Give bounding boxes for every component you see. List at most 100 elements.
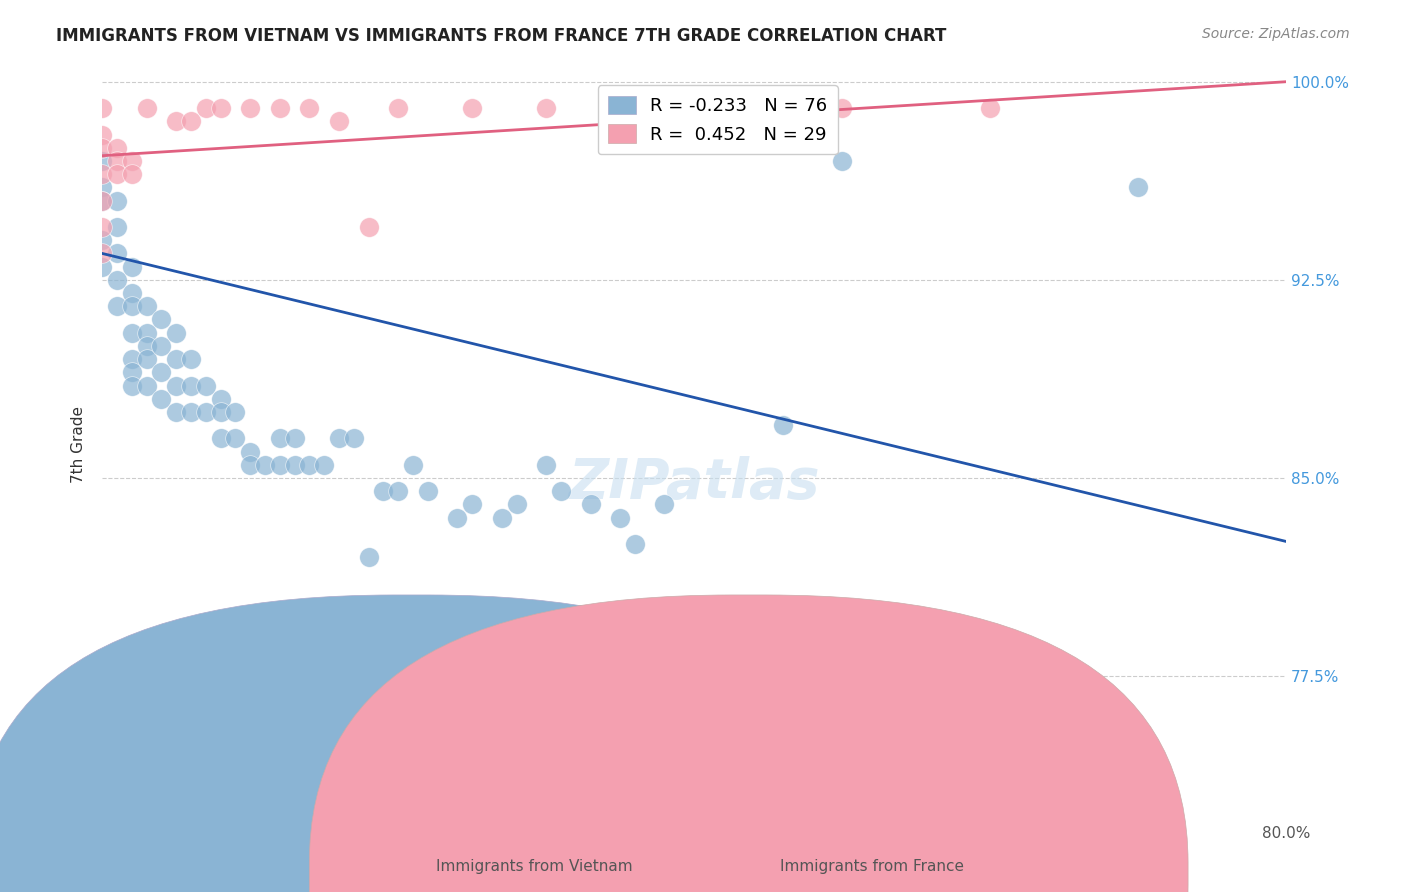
Point bbox=[239, 444, 262, 458]
Point bbox=[180, 405, 202, 419]
Point bbox=[91, 101, 114, 115]
Point bbox=[209, 431, 232, 445]
Point bbox=[121, 326, 143, 340]
Point bbox=[180, 378, 202, 392]
Point bbox=[343, 431, 366, 445]
Point bbox=[91, 153, 114, 168]
Point bbox=[105, 141, 128, 155]
Point bbox=[180, 114, 202, 128]
Text: IMMIGRANTS FROM VIETNAM VS IMMIGRANTS FROM FRANCE 7TH GRADE CORRELATION CHART: IMMIGRANTS FROM VIETNAM VS IMMIGRANTS FR… bbox=[56, 27, 946, 45]
Point bbox=[91, 180, 114, 194]
Point bbox=[239, 101, 262, 115]
Point bbox=[121, 153, 143, 168]
Point bbox=[609, 101, 631, 115]
Point bbox=[1053, 669, 1076, 683]
Point bbox=[150, 339, 173, 353]
Point bbox=[209, 405, 232, 419]
Point bbox=[105, 273, 128, 287]
Point bbox=[180, 352, 202, 367]
Point bbox=[91, 194, 114, 208]
Point bbox=[165, 114, 187, 128]
Point bbox=[831, 153, 853, 168]
Point bbox=[298, 458, 321, 472]
Point bbox=[269, 458, 291, 472]
Point bbox=[373, 484, 395, 499]
Point bbox=[534, 458, 557, 472]
Point bbox=[905, 682, 928, 697]
Point bbox=[91, 260, 114, 274]
Point bbox=[402, 458, 425, 472]
Point bbox=[105, 246, 128, 260]
Point bbox=[224, 431, 246, 445]
Point bbox=[979, 101, 1001, 115]
Point bbox=[135, 326, 157, 340]
Point bbox=[284, 458, 307, 472]
Point bbox=[121, 260, 143, 274]
Point bbox=[121, 286, 143, 301]
Point bbox=[165, 378, 187, 392]
Point bbox=[165, 326, 187, 340]
Point bbox=[284, 431, 307, 445]
Point bbox=[269, 431, 291, 445]
Point bbox=[121, 378, 143, 392]
Point bbox=[91, 233, 114, 247]
Text: ZIPatlas: ZIPatlas bbox=[568, 456, 820, 509]
Point bbox=[357, 550, 380, 565]
Point bbox=[91, 246, 114, 260]
Point bbox=[194, 405, 217, 419]
Text: Source: ZipAtlas.com: Source: ZipAtlas.com bbox=[1202, 27, 1350, 41]
Point bbox=[209, 101, 232, 115]
Point bbox=[742, 788, 765, 802]
Text: Immigrants from France: Immigrants from France bbox=[780, 859, 963, 874]
Point bbox=[135, 101, 157, 115]
Point bbox=[387, 101, 409, 115]
Point bbox=[979, 656, 1001, 670]
Point bbox=[683, 101, 706, 115]
Point bbox=[105, 167, 128, 181]
Point bbox=[772, 418, 794, 433]
Point bbox=[550, 484, 572, 499]
Point bbox=[194, 378, 217, 392]
Point bbox=[461, 498, 484, 512]
Point bbox=[253, 458, 276, 472]
Point bbox=[105, 153, 128, 168]
Y-axis label: 7th Grade: 7th Grade bbox=[72, 407, 86, 483]
Point bbox=[121, 299, 143, 313]
Point bbox=[683, 669, 706, 683]
Point bbox=[224, 405, 246, 419]
Point bbox=[91, 141, 114, 155]
Point bbox=[505, 498, 527, 512]
Point bbox=[239, 458, 262, 472]
Text: Immigrants from Vietnam: Immigrants from Vietnam bbox=[436, 859, 633, 874]
Point bbox=[135, 299, 157, 313]
Point bbox=[121, 365, 143, 379]
Point bbox=[91, 128, 114, 142]
Point bbox=[165, 352, 187, 367]
Point bbox=[91, 220, 114, 235]
Point bbox=[609, 510, 631, 524]
Point bbox=[446, 510, 468, 524]
Point bbox=[121, 352, 143, 367]
Point bbox=[121, 167, 143, 181]
Point bbox=[135, 339, 157, 353]
Point bbox=[831, 101, 853, 115]
Point bbox=[624, 537, 647, 551]
Point bbox=[209, 392, 232, 406]
Point bbox=[150, 365, 173, 379]
Point bbox=[1008, 814, 1031, 829]
Point bbox=[298, 101, 321, 115]
Point bbox=[328, 114, 350, 128]
Point bbox=[1126, 180, 1149, 194]
Point bbox=[387, 484, 409, 499]
Point bbox=[269, 101, 291, 115]
Point bbox=[150, 312, 173, 326]
Point bbox=[328, 431, 350, 445]
Point bbox=[150, 392, 173, 406]
Legend: R = -0.233   N = 76, R =  0.452   N = 29: R = -0.233 N = 76, R = 0.452 N = 29 bbox=[598, 85, 838, 154]
Point bbox=[491, 510, 513, 524]
Point bbox=[105, 194, 128, 208]
Point bbox=[105, 220, 128, 235]
Point bbox=[534, 101, 557, 115]
Point bbox=[314, 458, 336, 472]
Point bbox=[713, 669, 735, 683]
